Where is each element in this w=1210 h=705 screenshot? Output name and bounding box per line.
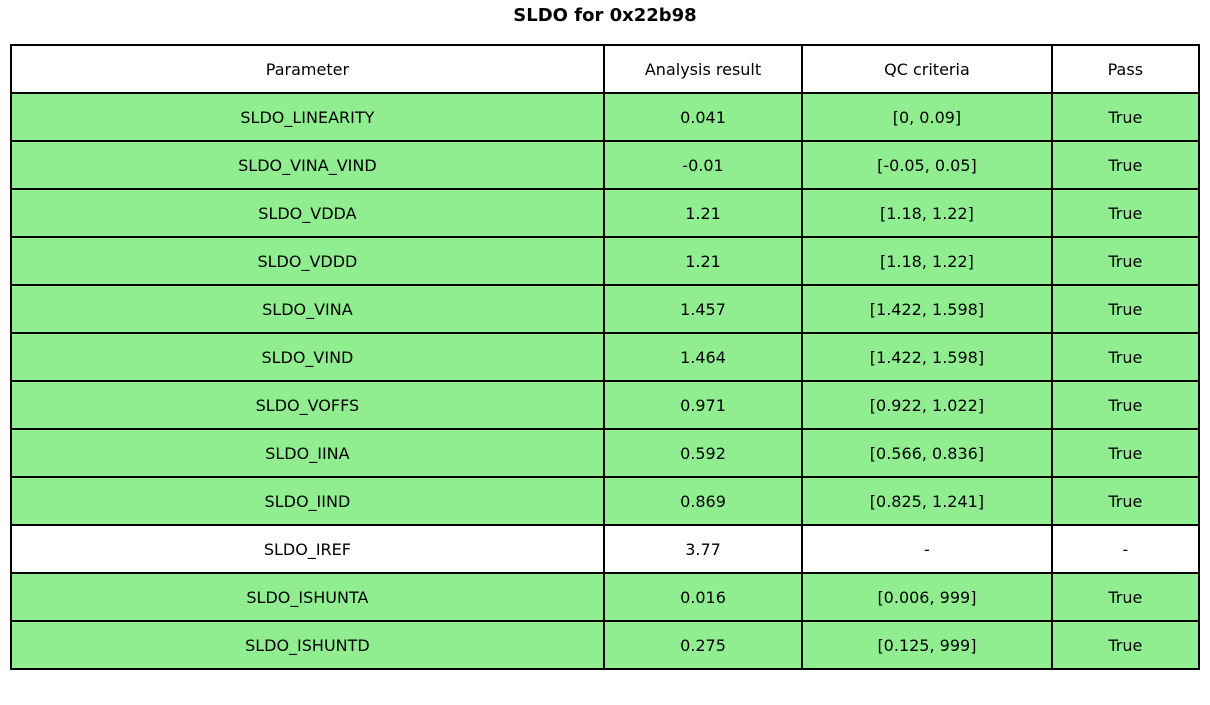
table-row: SLDO_ISHUNTD 0.275 [0.125, 999] True — [10, 620, 1201, 670]
parameter-cell: SLDO_IINA — [10, 428, 605, 478]
table-row: SLDO_LINEARITY 0.041 [0, 0.09] True — [10, 92, 1201, 142]
header-row: Parameter Analysis result QC criteria Pa… — [10, 44, 1201, 94]
qc-criteria-cell: [0.125, 999] — [801, 620, 1053, 670]
qc-criteria-cell: [0.566, 0.836] — [801, 428, 1053, 478]
qc-criteria-cell: [1.422, 1.598] — [801, 332, 1053, 382]
analysis-result-cell: -0.01 — [602, 140, 804, 190]
parameter-cell: SLDO_VIND — [10, 332, 605, 382]
analysis-result-cell: 0.016 — [602, 572, 804, 622]
header-pass: Pass — [1050, 44, 1201, 94]
table-row: SLDO_IINA 0.592 [0.566, 0.836] True — [10, 428, 1201, 478]
parameter-cell: SLDO_VOFFS — [10, 380, 605, 430]
analysis-result-cell: 0.592 — [602, 428, 804, 478]
analysis-result-cell: 0.971 — [602, 380, 804, 430]
table-header: Parameter Analysis result QC criteria Pa… — [10, 44, 1201, 94]
parameter-cell: SLDO_LINEARITY — [10, 92, 605, 142]
analysis-result-cell: 0.869 — [602, 476, 804, 526]
analysis-result-cell: 1.457 — [602, 284, 804, 334]
table-row: SLDO_VIND 1.464 [1.422, 1.598] True — [10, 332, 1201, 382]
pass-cell: True — [1050, 620, 1201, 670]
qc-results-table: Parameter Analysis result QC criteria Pa… — [10, 44, 1201, 670]
qc-criteria-cell: [1.422, 1.598] — [801, 284, 1053, 334]
parameter-cell: SLDO_ISHUNTA — [10, 572, 605, 622]
pass-cell: True — [1050, 140, 1201, 190]
table-row: SLDO_ISHUNTA 0.016 [0.006, 999] True — [10, 572, 1201, 622]
qc-criteria-cell: [-0.05, 0.05] — [801, 140, 1053, 190]
analysis-result-cell: 1.464 — [602, 332, 804, 382]
parameter-cell: SLDO_IREF — [10, 524, 605, 574]
qc-criteria-cell: [0.825, 1.241] — [801, 476, 1053, 526]
pass-cell: True — [1050, 380, 1201, 430]
qc-criteria-cell: [1.18, 1.22] — [801, 236, 1053, 286]
parameter-cell: SLDO_VINA_VIND — [10, 140, 605, 190]
table-row: SLDO_VINA_VIND -0.01 [-0.05, 0.05] True — [10, 140, 1201, 190]
analysis-result-cell: 3.77 — [602, 524, 804, 574]
table-row: SLDO_IIND 0.869 [0.825, 1.241] True — [10, 476, 1201, 526]
pass-cell: True — [1050, 284, 1201, 334]
analysis-result-cell: 0.041 — [602, 92, 804, 142]
table-row: SLDO_IREF 3.77- - — [10, 524, 1201, 574]
pass-cell: True — [1050, 188, 1201, 238]
pass-cell: - — [1050, 524, 1201, 574]
pass-cell: True — [1050, 236, 1201, 286]
table-row: SLDO_VDDA 1.21 [1.18, 1.22] True — [10, 188, 1201, 238]
pass-cell: True — [1050, 332, 1201, 382]
table-body: SLDO_LINEARITY 0.041 [0, 0.09] True SLDO_VIN… — [10, 92, 1201, 670]
analysis-result-cell: 0.275 — [602, 620, 804, 670]
table-row: SLDO_VDDD 1.21 [1.18, 1.22] True — [10, 236, 1201, 286]
parameter-cell: SLDO_IIND — [10, 476, 605, 526]
header-analysis-result: Analysis result — [602, 44, 804, 94]
parameter-cell: SLDO_VDDD — [10, 236, 605, 286]
qc-criteria-cell: [0.922, 1.022] — [801, 380, 1053, 430]
page-title: SLDO for 0x22b98 — [513, 5, 697, 26]
analysis-result-cell: 1.21 — [602, 236, 804, 286]
parameter-cell: SLDO_VDDA — [10, 188, 605, 238]
parameter-cell: SLDO_ISHUNTD — [10, 620, 605, 670]
pass-cell: True — [1050, 92, 1201, 142]
pass-cell: True — [1050, 476, 1201, 526]
header-qc-criteria: QC criteria — [801, 44, 1053, 94]
header-parameter: Parameter — [10, 44, 605, 94]
pass-cell: True — [1050, 428, 1201, 478]
analysis-result-cell: 1.21 — [602, 188, 804, 238]
qc-criteria-cell: [1.18, 1.22] — [801, 188, 1053, 238]
table-row: SLDO_VINA 1.457 [1.422, 1.598] True — [10, 284, 1201, 334]
table-row: SLDO_VOFFS 0.971 [0.922, 1.022] True — [10, 380, 1201, 430]
qc-criteria-cell: [0, 0.09] — [801, 92, 1053, 142]
qc-criteria-cell: - — [801, 524, 1053, 574]
pass-cell: True — [1050, 572, 1201, 622]
parameter-cell: SLDO_VINA — [10, 284, 605, 334]
qc-criteria-cell: [0.006, 999] — [801, 572, 1053, 622]
